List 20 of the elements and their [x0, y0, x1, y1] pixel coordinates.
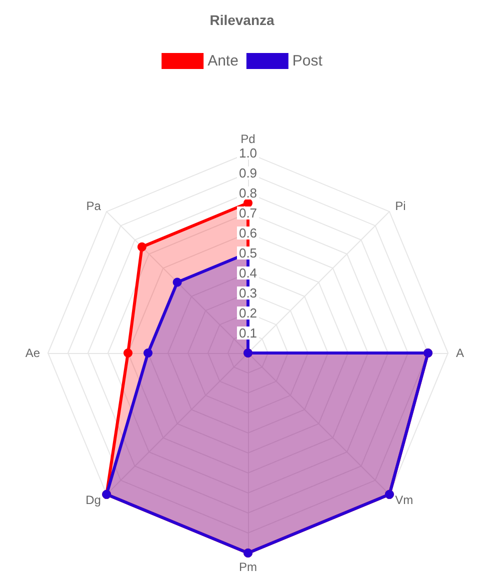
legend-label: Ante [208, 52, 238, 70]
y-tick-label: 0.1 [238, 326, 258, 340]
y-tick-label: 1.0 [238, 146, 258, 160]
y-tick-label: 0.9 [238, 166, 258, 180]
legend-label: Post [292, 52, 324, 70]
chart-title: Rilevanza [210, 12, 275, 28]
spoke-label: Pm [239, 560, 258, 574]
spoke-label: A [456, 346, 464, 360]
y-tick-label: 0.2 [238, 306, 258, 320]
spoke-label: Ae [25, 346, 40, 360]
y-tick-label: 0.7 [238, 206, 258, 220]
spoke-label: Pi [395, 198, 406, 213]
y-tick-label: 0.8 [238, 186, 258, 200]
y-tick-label: 0.6 [238, 226, 258, 240]
spoke-label: Pd [240, 132, 256, 146]
y-tick-label: 0.3 [238, 286, 258, 300]
spoke-label: Vm [395, 493, 414, 508]
spoke-label: Pa [86, 198, 102, 213]
spoke-label: Dg [86, 493, 101, 508]
y-tick-label: 0.4 [238, 266, 258, 280]
